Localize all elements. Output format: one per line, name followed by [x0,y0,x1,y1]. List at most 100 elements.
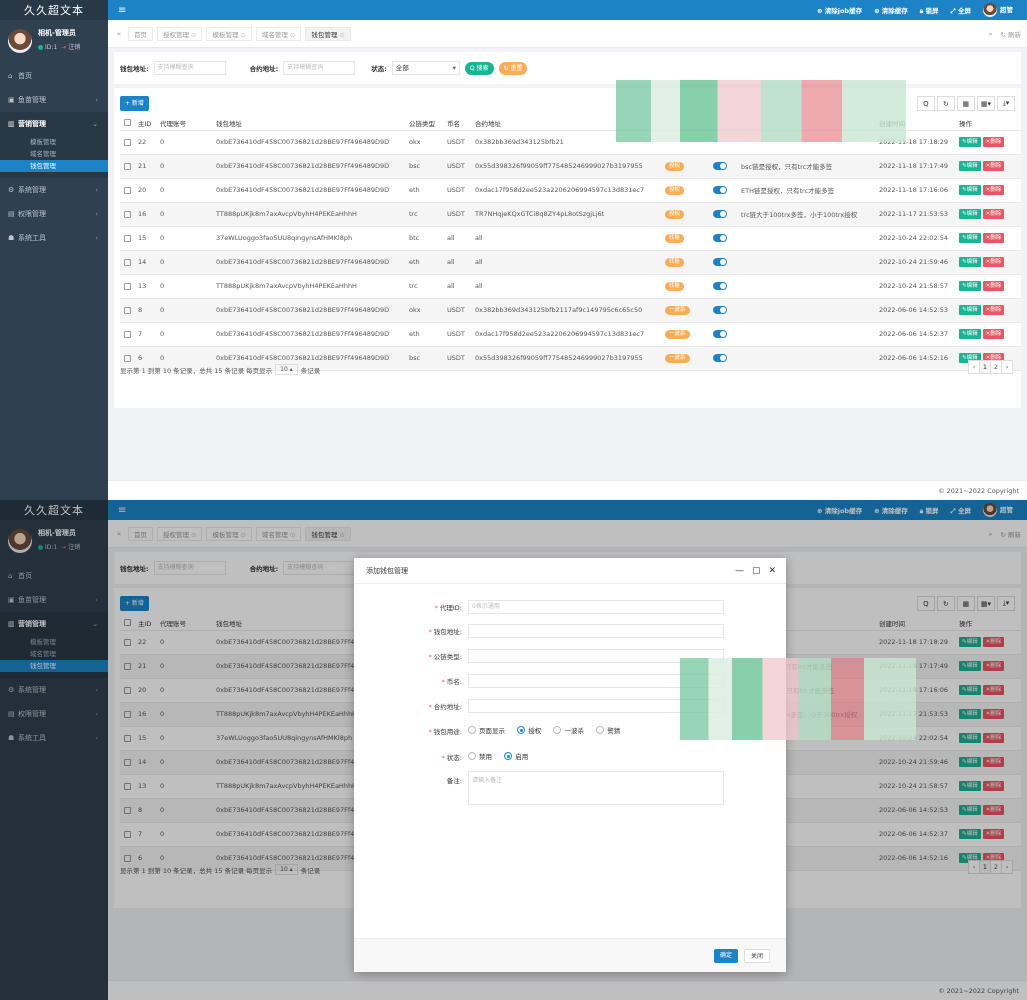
status-toggle[interactable] [713,306,727,314]
close-button[interactable]: 关闭 [743,949,770,963]
minimize-icon[interactable]: — [734,566,744,576]
usage-radio-authorize[interactable]: 授权 [517,725,541,735]
select-all-checkbox[interactable] [120,616,134,631]
tabs-prev-button[interactable]: « [116,530,122,538]
status-radio-enabled[interactable]: 启用 [504,751,528,761]
delete-button[interactable]: ✕删除 [982,233,1005,243]
row-checkbox[interactable] [120,178,134,203]
status-toggle[interactable] [713,234,727,242]
close-icon[interactable]: ⊙ [191,531,197,539]
tab-wallet[interactable]: 钱包管理 ⊙ [305,27,351,41]
row-checkbox[interactable] [120,130,134,155]
tab-domain[interactable]: 域名管理 ⊙ [255,527,302,541]
row-checkbox[interactable] [120,154,134,179]
column-header[interactable]: 钱包地址 [212,116,405,131]
clear-job-cache-button[interactable]: ⊛ 清除job缓存 [817,7,863,15]
page-size-select[interactable]: 10 ▴ [275,864,298,875]
avatar[interactable] [8,29,32,53]
add-button[interactable]: + 新增 [120,96,149,111]
delete-button[interactable]: ✕删除 [982,281,1005,291]
refresh-button[interactable]: ↻ 刷新 [1000,529,1021,539]
columns-button[interactable]: ▦▾ [976,96,995,111]
close-icon[interactable]: ✕ [768,566,776,576]
status-toggle[interactable] [713,330,727,338]
table-row[interactable]: 22 0 0xbE736410dF458C00736821d28BE97Ff4964… [120,130,1021,155]
row-checkbox[interactable] [120,726,134,751]
delete-button[interactable]: ✕删除 [982,709,1005,719]
page-next-button[interactable]: › [1001,360,1013,374]
column-header[interactable]: 公链类型 [405,116,443,131]
table-row[interactable]: 6 0 0xbE736410dF458C00736821d28BE97Ff49648… [120,346,1021,371]
maximize-icon[interactable]: ▢ [751,566,761,576]
status-toggle[interactable] [713,354,727,362]
usage-radio-alert[interactable]: 警猜 [596,725,620,735]
row-checkbox[interactable] [120,822,134,847]
edit-button[interactable]: ✎编辑 [959,805,981,815]
wallet-address-input[interactable]: 支持模糊查询 [153,561,226,575]
row-checkbox[interactable] [120,774,134,799]
row-checkbox[interactable] [120,298,134,323]
edit-button[interactable]: ✎编辑 [959,757,981,767]
delete-button[interactable]: ✕删除 [982,829,1005,839]
status-toggle[interactable] [713,162,727,170]
table-row[interactable]: 14 0 0xbE736410dF458C00736821d28BE97Ff4964… [120,250,1021,275]
delete-button[interactable]: ✕删除 [982,329,1005,339]
sidebar-item-system[interactable]: ⚙ 系统管理 ‹ [0,178,108,202]
row-checkbox[interactable] [120,846,134,871]
top-user-menu[interactable]: 超管 [983,3,1013,17]
edit-button[interactable]: ✎编辑 [959,853,981,863]
add-button[interactable]: + 新增 [120,596,149,611]
status-toggle[interactable] [713,258,727,266]
column-header[interactable]: 代理账号 [156,116,212,131]
search-toggle-button[interactable]: Q [916,596,935,611]
tab-auth[interactable]: 授权管理 ⊙ [157,27,203,41]
confirm-button[interactable]: 确定 [713,949,738,963]
delete-button[interactable]: ✕删除 [982,781,1005,791]
wallet-address-input[interactable]: 支持模糊查询 [153,61,226,75]
search-button[interactable]: Q 搜索 [464,61,494,75]
delete-button[interactable]: ✕删除 [982,185,1005,195]
tab-template[interactable]: 模板管理 ⊙ [206,27,252,41]
refresh-table-button[interactable]: ↻ [936,596,955,611]
status-toggle[interactable] [713,210,727,218]
export-button[interactable]: ⤓▾ [997,96,1015,111]
delete-button[interactable]: ✕删除 [982,305,1005,315]
tabs-prev-button[interactable]: « [116,30,122,38]
edit-button[interactable]: ✎编辑 [959,305,981,315]
edit-button[interactable]: ✎编辑 [959,281,981,291]
edit-button[interactable]: ✎编辑 [959,257,981,267]
toggle-view-button[interactable]: ▦ [956,96,975,111]
delete-button[interactable]: ✕删除 [982,805,1005,815]
row-checkbox[interactable] [120,798,134,823]
column-header[interactable]: 代理账号 [156,616,212,631]
column-header[interactable]: 币名 [443,116,471,131]
row-checkbox[interactable] [120,702,134,727]
menu-toggle-icon[interactable]: ≡ [118,504,127,516]
delete-button[interactable]: ✕删除 [982,685,1005,695]
delete-button[interactable]: ✕删除 [982,733,1005,743]
delete-button[interactable]: ✕删除 [982,353,1005,363]
logout-link[interactable]: 注销 [68,44,81,51]
column-header[interactable]: 合约地址 [471,116,661,131]
status-toggle[interactable] [713,186,727,194]
close-icon[interactable]: ⊙ [289,31,296,39]
sidebar-item-permission[interactable]: ▤ 权限管理 ‹ [0,702,108,726]
edit-button[interactable]: ✎编辑 [959,829,981,839]
row-checkbox[interactable] [120,274,134,299]
delete-button[interactable]: ✕删除 [982,661,1005,671]
toggle-view-button[interactable]: ▦ [956,596,975,611]
row-checkbox[interactable] [120,250,134,275]
sidebar-item-system[interactable]: ⚙ 系统管理 ‹ [0,678,108,702]
sidebar-subitem-domain[interactable]: 域名管理 [0,648,108,660]
close-icon[interactable]: ⊙ [289,531,296,539]
edit-button[interactable]: ✎编辑 [959,661,981,671]
agent-id-input[interactable]: 0表示通用 [468,600,724,614]
sidebar-subitem-template[interactable]: 模板管理 [0,136,108,148]
edit-button[interactable]: ✎编辑 [959,161,981,171]
close-icon[interactable]: ⊙ [240,31,246,39]
lock-screen-button[interactable]: 🔒︎ 锁屏 [919,506,939,515]
edit-button[interactable]: ✎编辑 [959,733,981,743]
table-row[interactable]: 7 0 0xbE736410dF458C00736821d28BE97Ff49648… [120,322,1021,347]
select-all-checkbox[interactable] [120,116,134,131]
